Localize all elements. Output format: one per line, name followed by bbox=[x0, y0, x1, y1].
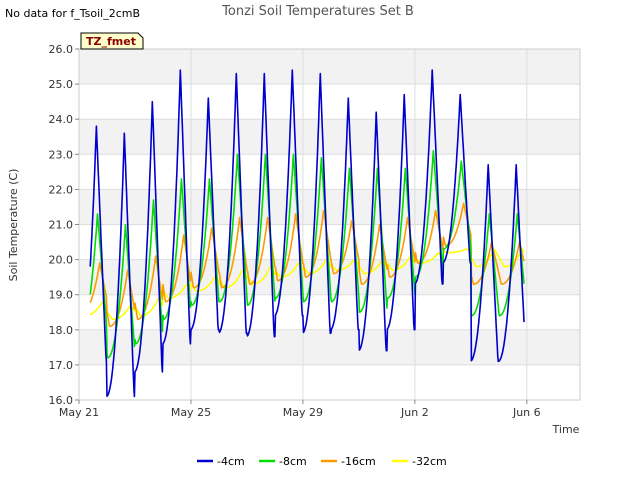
y-tick-label: 17.0 bbox=[49, 359, 74, 372]
series-lines bbox=[89, 69, 525, 398]
grid-band bbox=[79, 154, 580, 190]
series-line-m32cm bbox=[89, 248, 525, 321]
site-tag-box bbox=[80, 32, 144, 50]
y-tick-label: 23.0 bbox=[49, 148, 74, 161]
x-tick-label: May 25 bbox=[171, 406, 211, 419]
y-tick-label: 18.0 bbox=[49, 324, 74, 337]
grid-band bbox=[79, 189, 580, 225]
grid-band bbox=[79, 84, 580, 120]
y-tick-label: 19.0 bbox=[49, 289, 74, 302]
x-axis-title: Time bbox=[552, 423, 580, 436]
x-tick-label: Jun 6 bbox=[512, 406, 541, 419]
y-tick-label: 16.0 bbox=[49, 394, 74, 407]
series-line-m8cm bbox=[89, 150, 525, 359]
chart-title: Tonzi Soil Temperatures Set B bbox=[221, 4, 414, 19]
legend: -4cm -8cm -16cm -32cm bbox=[197, 455, 447, 468]
x-tick-label: Jun 2 bbox=[400, 406, 429, 419]
y-tick-label: 25.0 bbox=[49, 78, 74, 91]
site-tag: TZ_fmet bbox=[80, 32, 144, 50]
x-tick-label: May 21 bbox=[59, 406, 99, 419]
legend-label: -16cm bbox=[341, 455, 376, 468]
y-tick-label: 20.0 bbox=[49, 254, 74, 267]
series-line-m16cm bbox=[89, 202, 525, 328]
x-axis: May 21 May 25 May 29 Jun 2 Jun 6 bbox=[59, 400, 541, 419]
x-tick-label: May 29 bbox=[283, 406, 323, 419]
grid-band bbox=[79, 119, 580, 155]
y-axis: 16.0 17.0 18.0 19.0 20.0 21.0 22.0 23.0 24.0 25.0… bbox=[49, 43, 79, 407]
site-tag-label: TZ_fmet bbox=[86, 35, 136, 48]
y-axis-title: Soil Temperature (C) bbox=[7, 169, 20, 282]
grid-band bbox=[79, 49, 580, 85]
y-tick-label: 26.0 bbox=[49, 43, 74, 56]
y-tick-label: 22.0 bbox=[49, 183, 74, 196]
grid-band bbox=[79, 364, 580, 400]
series-line-m4cm bbox=[89, 69, 525, 398]
legend-label: -32cm bbox=[412, 455, 447, 468]
legend-label: -4cm bbox=[217, 455, 245, 468]
y-tick-label: 21.0 bbox=[49, 219, 74, 232]
legend-label: -8cm bbox=[279, 455, 307, 468]
y-tick-label: 24.0 bbox=[49, 113, 74, 126]
no-data-note: No data for f_Tsoil_2cmB bbox=[5, 7, 141, 20]
